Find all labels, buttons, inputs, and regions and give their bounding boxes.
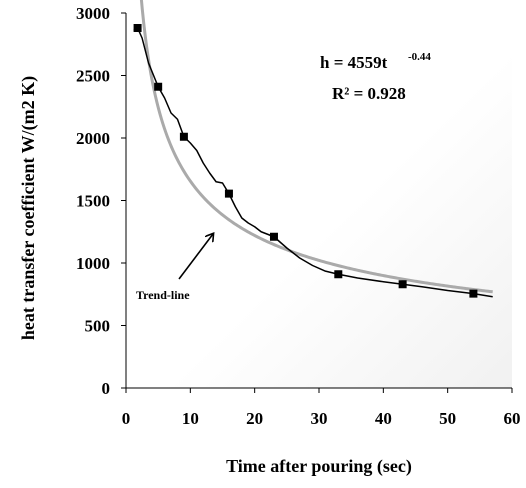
plot-area: [126, 13, 512, 388]
x-tick-label: 60: [504, 409, 521, 428]
x-axis-title: Time after pouring (sec): [226, 456, 412, 477]
data-point: [269, 232, 278, 241]
data-point: [334, 270, 343, 279]
x-tick-label: 10: [182, 409, 199, 428]
x-tick-label: 20: [246, 409, 263, 428]
x-tick-label: 0: [122, 409, 131, 428]
equation-main: h = 4559t: [320, 53, 388, 72]
x-tick-label: 50: [439, 409, 456, 428]
measured-line: [133, 27, 493, 298]
data-point: [154, 82, 163, 91]
y-tick-label: 2500: [76, 67, 110, 86]
trend-line-label: Trend-line: [136, 288, 190, 302]
y-tick-label: 0: [102, 379, 111, 398]
x-tick-label: 40: [375, 409, 392, 428]
data-point: [469, 289, 478, 298]
measured-series: [133, 24, 493, 298]
equation-exponent: -0.44: [408, 51, 431, 63]
y-tick-label: 500: [85, 317, 111, 336]
y-tick-label: 1500: [76, 192, 110, 211]
trend-line: [139, 0, 493, 294]
data-point: [398, 280, 407, 289]
data-point: [133, 24, 142, 32]
r-squared-label: R² = 0.928: [332, 84, 406, 103]
axes: 0 500 1000 1500 2000 2500 3000 0 10 20 30 40 50 60: [76, 4, 521, 428]
y-tick-label: 1000: [76, 254, 110, 273]
equation-annotation: h = 4559t -0.44 R² = 0.928: [320, 51, 431, 103]
y-axis-title: heat transfer coefficient W/(m2 K): [18, 76, 39, 340]
trend-arrow: [178, 234, 213, 280]
y-tick-label: 3000: [76, 4, 110, 23]
trend-callout: Trend-line: [136, 234, 213, 302]
y-tick-label: 2000: [76, 129, 110, 148]
data-point: [224, 189, 233, 198]
x-tick-label: 30: [311, 409, 328, 428]
trend-series: [139, 0, 493, 294]
data-point: [179, 132, 188, 141]
